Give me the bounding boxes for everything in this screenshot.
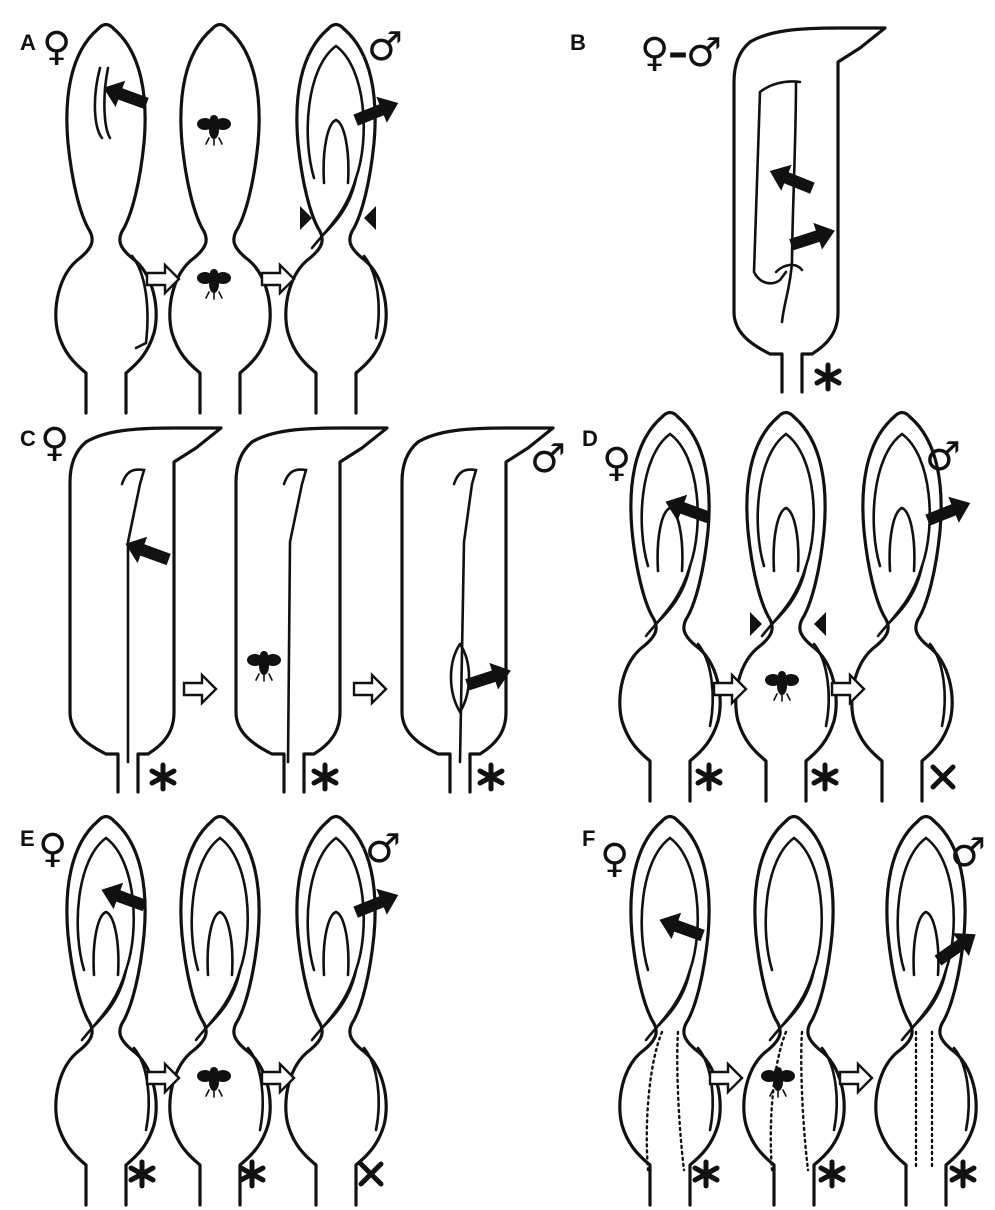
panel-letter-c: C (20, 426, 36, 451)
spathe-box (732, 26, 887, 394)
x-cross-icon (933, 767, 953, 787)
asterisk-icon (131, 1162, 153, 1186)
spathe-box-stage-3 (400, 426, 555, 794)
spathe-stage-2 (168, 814, 272, 1207)
stage-arrow-icon (352, 673, 388, 705)
spathe-stage-2 (742, 814, 846, 1207)
stage-arrow-icon (838, 1062, 874, 1094)
pollen-in-arrow-icon (654, 906, 708, 949)
female-symbol: ♀ (602, 440, 631, 486)
male-symbol: ♂ (686, 30, 722, 76)
fly-icon (196, 114, 232, 146)
panel-b: B ♀ – ♂ (570, 26, 887, 394)
constriction-triangle-icon (814, 612, 826, 636)
spathe-stage-2 (168, 22, 272, 415)
spathe-stage-2 (734, 410, 838, 803)
stage-arrow-icon (182, 673, 218, 705)
panel-letter-b: B (570, 30, 586, 55)
fly-icon (196, 268, 232, 300)
asterisk-icon (314, 765, 336, 789)
panel-letter-d: D (582, 426, 598, 451)
asterisk-icon (698, 765, 720, 789)
panel-letter-e: E (20, 826, 35, 851)
fly-icon (246, 650, 282, 682)
pollen-in-arrow-icon (764, 158, 818, 202)
asterisk-icon (814, 765, 836, 789)
spathe-stage-1 (54, 814, 158, 1207)
female-symbol: ♀ (40, 420, 69, 466)
asterisk-icon (152, 765, 174, 789)
panel-e: E ♀ ♂ (20, 814, 404, 1207)
fly-icon (764, 670, 800, 702)
fly-icon (196, 1066, 232, 1098)
panel-d: D ♀ ♂ (582, 410, 976, 803)
constriction-triangle-icon (750, 612, 762, 636)
spathe-stage-1 (54, 22, 158, 415)
male-symbol: ♂ (925, 434, 961, 480)
asterisk-icon (480, 765, 502, 789)
symbol-separator: – (668, 30, 688, 76)
female-symbol: ♀ (600, 836, 629, 882)
constriction-triangle-icon (300, 206, 312, 230)
female-symbol: ♀ (640, 30, 669, 76)
asterisk-icon (241, 1162, 263, 1186)
spathe-stage-1 (618, 410, 722, 803)
panel-f: F ♀ ♂ (582, 814, 986, 1207)
stage-arrow-icon (708, 1062, 744, 1094)
asterisk-icon (817, 365, 839, 389)
spathe-stage-3 (284, 814, 404, 1207)
asterisk-icon (952, 1162, 974, 1186)
stage-arrow-icon (145, 1062, 181, 1094)
x-cross-icon (361, 1164, 381, 1184)
pollen-out-arrow-icon (786, 217, 840, 259)
panel-letter-f: F (582, 826, 595, 851)
pollen-out-arrow-icon (350, 882, 404, 926)
spathe-stage-3 (284, 22, 404, 415)
panel-a: A ♀ ♂ (20, 22, 404, 415)
female-symbol: ♀ (38, 826, 67, 872)
panel-c: C ♀ ♂ (20, 420, 566, 794)
spathe-stage-1 (618, 814, 722, 1207)
female-symbol: ♀ (42, 24, 71, 70)
fly-icon (760, 1066, 796, 1098)
spathe-box-stage-2 (234, 426, 389, 794)
pollen-out-arrow-icon (350, 90, 404, 134)
asterisk-icon (695, 1162, 717, 1186)
spathe-box-stage-1 (68, 426, 223, 794)
asterisk-icon (821, 1162, 843, 1186)
spathe-stage-3 (874, 814, 984, 1207)
constriction-triangle-icon (364, 206, 376, 230)
panel-letter-a: A (20, 30, 36, 55)
male-symbol: ♂ (367, 24, 403, 70)
